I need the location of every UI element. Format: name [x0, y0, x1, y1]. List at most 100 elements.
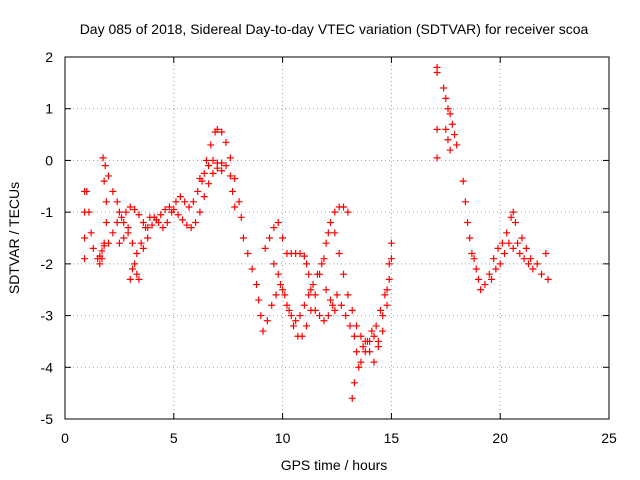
data-point	[244, 250, 252, 258]
data-point	[218, 128, 226, 136]
data-point	[285, 306, 293, 314]
data-point	[144, 234, 152, 242]
data-point	[503, 229, 511, 237]
data-point	[135, 211, 143, 219]
data-point	[218, 167, 226, 175]
x-tick-label: 25	[601, 430, 617, 446]
data-point	[353, 348, 361, 356]
x-tick-label: 10	[275, 430, 291, 446]
data-point	[139, 218, 147, 226]
data-point	[313, 270, 321, 278]
data-point	[261, 244, 269, 252]
data-point	[292, 317, 300, 325]
data-point	[533, 260, 541, 268]
data-point	[122, 208, 130, 216]
data-point	[202, 156, 210, 164]
data-point	[274, 218, 282, 226]
data-point	[492, 265, 500, 273]
y-tick-label: 0	[45, 152, 53, 168]
data-point	[335, 250, 343, 258]
y-tick-label: 1	[45, 101, 53, 117]
data-point	[231, 175, 239, 183]
data-point	[509, 208, 517, 216]
data-point	[477, 286, 485, 294]
data-point	[255, 296, 263, 304]
data-point	[100, 177, 108, 185]
data-point	[279, 234, 287, 242]
data-point	[487, 275, 495, 283]
data-point	[279, 286, 287, 294]
data-point	[505, 239, 513, 247]
data-point	[137, 239, 145, 247]
data-point	[96, 252, 104, 260]
data-point	[126, 275, 134, 283]
y-tick-label: -4	[41, 359, 54, 375]
data-point	[189, 198, 197, 206]
data-point	[115, 239, 123, 247]
data-point	[333, 291, 341, 299]
data-point	[357, 332, 365, 340]
data-point	[446, 146, 454, 154]
data-point	[266, 234, 274, 242]
data-point	[370, 332, 378, 340]
data-point	[318, 260, 326, 268]
data-point	[109, 229, 117, 237]
data-point	[468, 250, 476, 258]
data-point	[453, 141, 461, 149]
data-point	[185, 203, 193, 211]
data-point	[298, 332, 306, 340]
data-point	[183, 221, 191, 229]
data-point	[459, 177, 467, 185]
data-point	[213, 159, 221, 167]
data-point	[309, 281, 317, 289]
data-point	[270, 224, 278, 232]
data-point	[518, 234, 526, 242]
data-point	[194, 187, 202, 195]
data-point	[172, 198, 180, 206]
data-point	[87, 229, 95, 237]
data-point	[283, 301, 291, 309]
data-point	[163, 218, 171, 226]
data-point	[331, 208, 339, 216]
data-point	[105, 239, 113, 247]
data-point	[481, 281, 489, 289]
data-point	[222, 162, 230, 170]
data-point	[307, 286, 315, 294]
data-point	[179, 216, 187, 224]
data-point	[466, 234, 474, 242]
data-point	[268, 301, 276, 309]
data-point	[350, 379, 358, 387]
data-point	[331, 306, 339, 314]
series-scoa-a	[81, 125, 245, 268]
data-point	[231, 203, 239, 211]
data-point	[342, 312, 350, 320]
data-point	[470, 255, 478, 263]
data-point	[329, 301, 337, 309]
data-point	[520, 255, 528, 263]
data-point	[296, 312, 304, 320]
data-point	[98, 247, 106, 255]
data-point	[205, 162, 213, 170]
data-point	[448, 120, 456, 128]
data-point	[113, 198, 121, 206]
data-point	[353, 322, 361, 330]
data-point	[159, 224, 167, 232]
data-point	[207, 141, 215, 149]
data-point	[359, 343, 367, 351]
data-point	[538, 270, 546, 278]
data-point	[490, 255, 498, 263]
data-point	[326, 218, 334, 226]
data-point	[494, 244, 502, 252]
data-point	[128, 239, 136, 247]
y-tick-label: -3	[41, 308, 54, 324]
points-layer	[81, 63, 552, 402]
data-point	[527, 255, 535, 263]
ticks-layer: 0 5 10 15 20 25 -5 -4 -3 -2 -1 0 1 2	[41, 49, 617, 446]
data-point	[472, 265, 480, 273]
series-scoa-c	[239, 203, 352, 340]
data-point	[187, 224, 195, 232]
data-point	[368, 327, 376, 335]
data-point	[226, 172, 234, 180]
